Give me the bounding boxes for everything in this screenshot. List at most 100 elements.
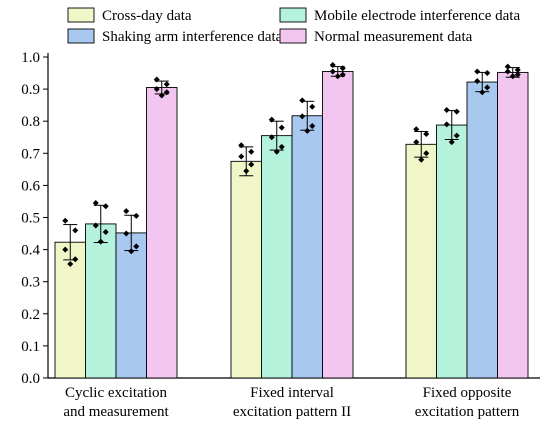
data-point — [339, 71, 346, 78]
y-tick-label: 0.5 — [21, 211, 40, 227]
data-point — [448, 139, 455, 146]
data-point — [474, 68, 481, 75]
data-point — [329, 62, 336, 69]
data-point — [453, 132, 460, 139]
data-point — [123, 208, 130, 215]
bar — [405, 143, 437, 379]
data-point — [62, 246, 69, 253]
data-point — [339, 65, 346, 72]
legend: Cross-day data Mobile electrode interfere… — [67, 7, 520, 45]
data-point — [123, 230, 130, 237]
bar — [230, 160, 262, 379]
data-point — [514, 66, 521, 73]
data-point — [102, 203, 109, 210]
data-point — [299, 113, 306, 120]
legend-label: Normal measurement data — [314, 29, 473, 45]
bar — [322, 70, 354, 379]
data-point — [248, 148, 255, 155]
data-point — [268, 116, 275, 123]
legend-swatch — [67, 7, 95, 23]
bar — [115, 232, 147, 379]
data-point — [238, 142, 245, 149]
data-point — [278, 124, 285, 131]
data-point — [92, 200, 99, 207]
data-point — [273, 148, 280, 155]
bar — [146, 87, 178, 379]
data-point — [504, 63, 511, 70]
data-point — [299, 97, 306, 104]
x-category-label: and measurement — [63, 404, 169, 420]
y-tick-label: 0.3 — [21, 275, 40, 291]
data-point — [163, 81, 170, 88]
y-tick-label: 0.0 — [21, 371, 40, 387]
bar — [466, 81, 498, 379]
y-tick-label: 1.0 — [21, 50, 40, 66]
x-category-label: excitation pattern II — [233, 404, 351, 420]
data-point — [72, 227, 79, 234]
data-point — [153, 86, 160, 93]
y-tick-label: 0.9 — [21, 82, 40, 98]
data-point — [133, 212, 140, 219]
bars — [54, 62, 529, 379]
legend-label: Shaking arm interference data — [102, 29, 283, 45]
legend-label: Mobile electrode interference data — [314, 8, 520, 24]
data-point — [413, 126, 420, 133]
y-tick-label: 0.8 — [21, 114, 40, 130]
bar — [261, 135, 293, 379]
data-point — [484, 70, 491, 77]
bar — [85, 223, 117, 379]
data-point — [268, 134, 275, 141]
data-point — [238, 153, 245, 160]
data-point — [158, 92, 165, 99]
y-tick-label: 0.1 — [21, 339, 40, 355]
data-point — [243, 167, 250, 174]
data-point — [102, 228, 109, 235]
x-category-label: Cyclic excitation — [65, 385, 168, 401]
data-point — [72, 256, 79, 263]
data-point — [329, 68, 336, 75]
data-point — [443, 106, 450, 113]
x-category-label: Fixed interval — [250, 385, 334, 401]
category-labels: Cyclic excitation and measurement Fixed in… — [63, 385, 519, 420]
data-point — [479, 89, 486, 96]
data-point — [128, 248, 135, 255]
data-point — [334, 73, 341, 80]
data-point — [153, 76, 160, 83]
data-point — [97, 238, 104, 245]
data-point — [133, 243, 140, 250]
data-point — [514, 71, 521, 78]
data-point — [62, 217, 69, 224]
data-point — [453, 108, 460, 115]
bar — [291, 115, 323, 379]
y-tick-label: 0.6 — [21, 178, 40, 194]
legend-swatch — [67, 28, 95, 44]
data-point — [163, 89, 170, 96]
data-point — [484, 84, 491, 91]
x-category-label: excitation pattern — [415, 404, 520, 420]
y-tick-label: 0.2 — [21, 307, 40, 323]
axes: 0.0 0.1 0.2 0.3 0.4 0.5 0.6 0.7 0.8 0.9 1.0 — [21, 50, 540, 387]
data-point — [509, 73, 516, 80]
data-point — [504, 68, 511, 75]
y-tick-label: 0.4 — [21, 243, 40, 259]
data-point — [474, 78, 481, 85]
y-tick-label: 0.7 — [21, 146, 40, 162]
bar — [497, 71, 529, 379]
data-point — [443, 121, 450, 128]
bar — [436, 124, 468, 379]
data-point — [423, 131, 430, 138]
x-category-label: Fixed opposite — [423, 385, 512, 401]
data-point — [309, 103, 316, 110]
data-point — [248, 161, 255, 168]
data-point — [309, 123, 316, 130]
data-point — [278, 143, 285, 150]
data-point — [304, 127, 311, 134]
legend-swatch — [279, 7, 307, 23]
data-point — [413, 139, 420, 146]
legend-label: Cross-day data — [102, 8, 192, 24]
data-point — [67, 261, 74, 268]
data-point — [418, 156, 425, 163]
data-point — [423, 150, 430, 157]
